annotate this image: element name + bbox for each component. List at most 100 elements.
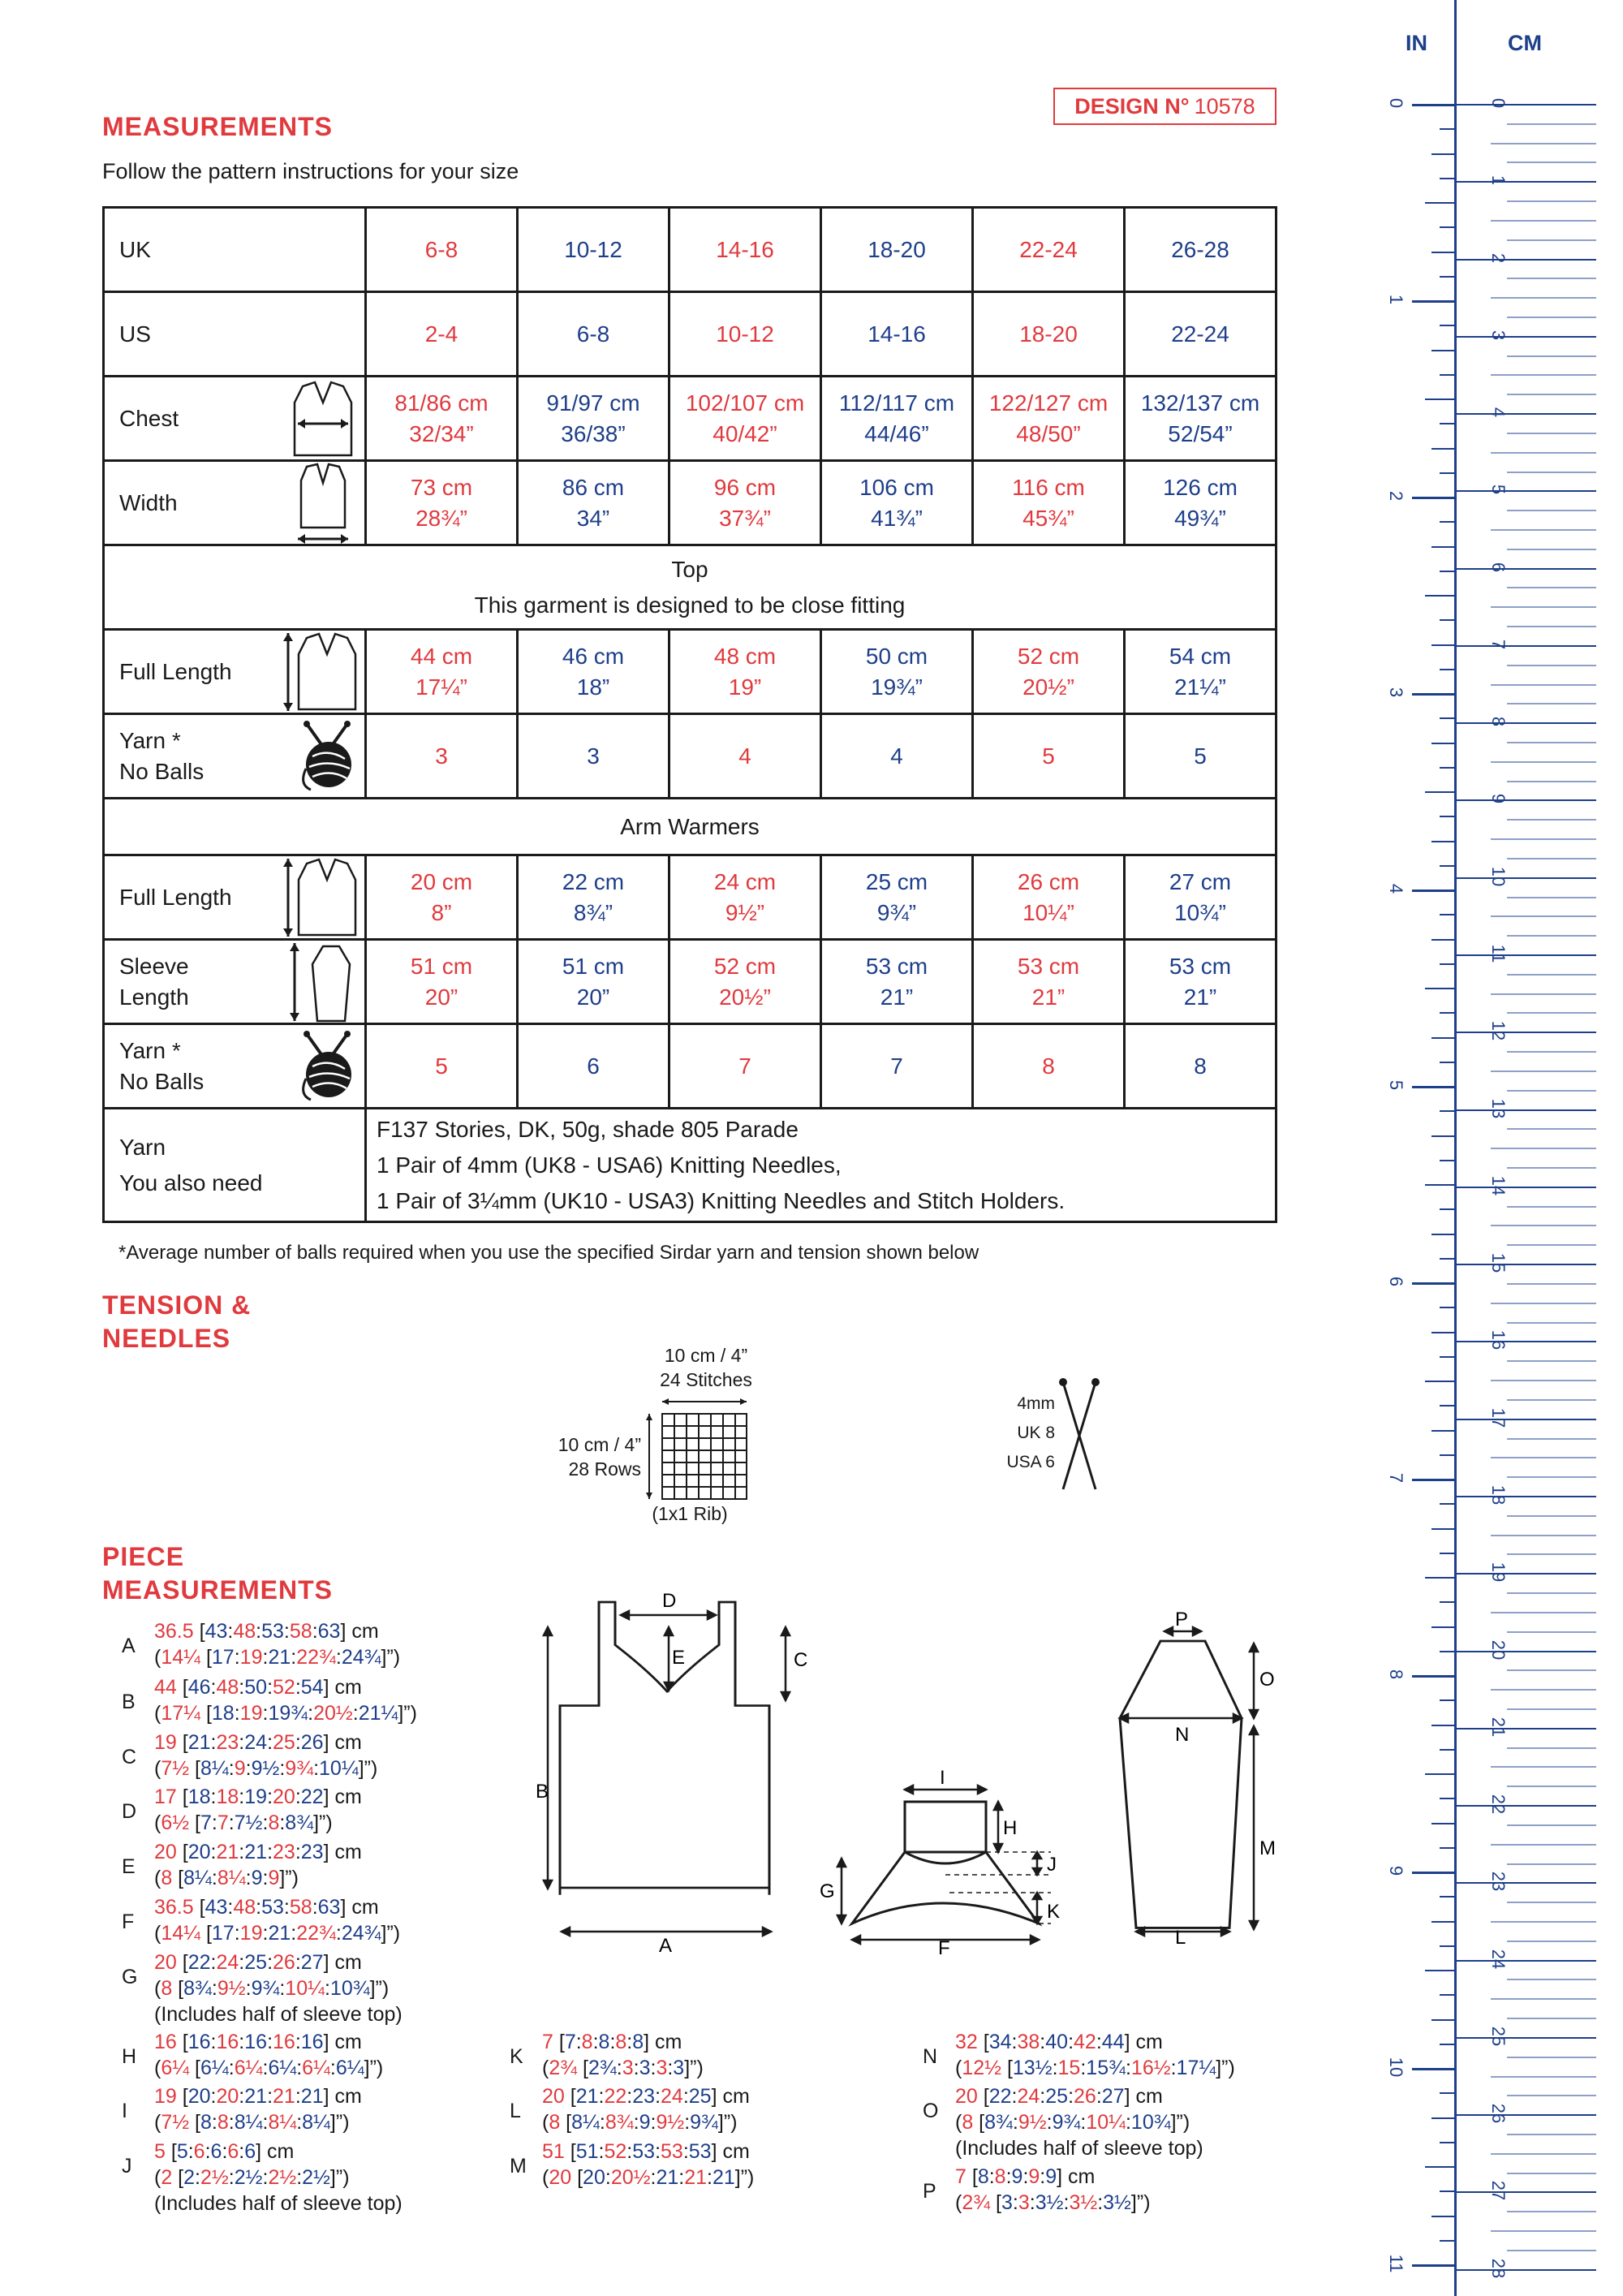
ruler-cm-tick xyxy=(1457,258,1596,261)
ruler-inch-tick xyxy=(1425,1577,1454,1579)
ruler-cm-tick xyxy=(1491,2230,1596,2233)
ruler-inch-tick xyxy=(1425,398,1454,400)
ruler-inch-tick xyxy=(1440,963,1454,965)
diagram-label-j: J xyxy=(1047,1854,1057,1876)
width-cell: 96 cm 37¾” xyxy=(668,459,822,546)
ruler-cm-tick xyxy=(1507,896,1596,898)
ruler-cm-label: 23 xyxy=(1488,1872,1509,1892)
ruler-cm-label: 3 xyxy=(1488,330,1509,340)
ruler-inch-tick xyxy=(1431,2215,1454,2217)
ruler-cm-tick xyxy=(1507,1902,1596,1904)
top-length-cell: 46 cm 18” xyxy=(516,628,670,715)
ruler-inch-tick xyxy=(1431,644,1454,646)
ruler-cm-tick xyxy=(1491,1225,1596,1227)
ruler-inch-label: 11 xyxy=(1386,2254,1406,2273)
ruler-inch-tick xyxy=(1440,1896,1454,1898)
yarn-value: F137 Stories, DK, 50g, shade 805 Parade xyxy=(377,1116,799,1142)
ruler-cm-tick xyxy=(1491,374,1596,377)
ruler-cm-tick xyxy=(1457,1959,1596,1962)
piece-letter: B xyxy=(122,1691,136,1713)
subtitle: Follow the pattern instructions for your… xyxy=(102,159,519,183)
ruler-inch-tick xyxy=(1431,1920,1454,1923)
ruler-cm-tick xyxy=(1491,606,1596,609)
ruler-cm-tick xyxy=(1457,1573,1596,1575)
chest-label-cell: Chest xyxy=(102,375,367,462)
ruler-cm-tick xyxy=(1507,471,1596,473)
knitting-needles-icon xyxy=(1059,1378,1100,1490)
ruler-inch-label: 2 xyxy=(1386,490,1406,502)
diagram-label-m: M xyxy=(1259,1837,1276,1859)
arm-length-cell: 20 cm 8” xyxy=(364,854,519,941)
ruler-cm-tick xyxy=(1491,1766,1596,1768)
sleeve-label-cell: Sleeve Length xyxy=(102,938,367,1025)
ruler-cm-tick xyxy=(1507,1863,1596,1865)
ruler-cm-tick xyxy=(1507,2133,1596,2135)
ruler-cm-tick xyxy=(1507,239,1596,241)
ruler-cm-label: 24 xyxy=(1488,1949,1509,1969)
sleeve-cell: 53 cm 21” xyxy=(820,938,974,1025)
piece-measure-e: E 20 [20:21:21:23:23] cm (8 [8¼:8¼:9:9]”) xyxy=(122,1841,362,1889)
ruler-cm-tick xyxy=(1507,1553,1596,1556)
ruler-cm-tick xyxy=(1457,181,1596,183)
ruler-inch-tick xyxy=(1440,1355,1454,1358)
ruler-inch-tick xyxy=(1440,128,1454,131)
arm-yarn-cell: 5 xyxy=(364,1023,519,1109)
ruler-cm-label: 12 xyxy=(1488,1021,1509,1041)
arm-yarn-cell: 6 xyxy=(516,1023,670,1109)
sleeve-label: Sleeve xyxy=(119,953,189,979)
ruler-cm-tick xyxy=(1457,799,1596,802)
top-yarn-cell: 4 xyxy=(820,713,974,799)
arm-yarn-cell: 7 xyxy=(820,1023,974,1109)
row-top-title: Top This garment is designed to be close … xyxy=(102,544,1277,631)
piece-measure-a: A 36.5 [43:48:53:58:63] cm (14¼ [17:19:21:… xyxy=(122,1620,401,1669)
ruler-inch-tick xyxy=(1431,153,1454,155)
ruler-cm-tick xyxy=(1457,1264,1596,1266)
ruler-in-label: IN xyxy=(1406,31,1427,55)
ruler-cm-tick xyxy=(1507,1205,1596,1208)
diagram-label-o: O xyxy=(1259,1669,1275,1691)
piece-measure-g: G 20 [22:24:25:26:27] cm (8 [8¾:9½:9¾:10¼:… xyxy=(122,1951,403,2026)
width-label-cell: Width xyxy=(102,459,367,546)
ruler-cm-tick xyxy=(1507,935,1596,937)
ruler-inch-tick xyxy=(1440,1601,1454,1604)
row-top-yarn: Yarn * No Balls 3 3 4 4 5 5 xyxy=(102,713,1277,799)
row-top-length: Full Length 44 cm 17¼” 46 cm 18” 48 cm 19” … xyxy=(102,628,1277,715)
uk-cell: 18-20 xyxy=(820,206,974,293)
ruler-cm-tick xyxy=(1457,1186,1596,1188)
ruler-inch-tick xyxy=(1440,2141,1454,2143)
ruler-cm-tick xyxy=(1507,780,1596,782)
ruler-cm-tick xyxy=(1507,1089,1596,1092)
ruler-inch-tick xyxy=(1440,2239,1454,2242)
ruler-inch-label: 7 xyxy=(1386,1472,1406,1484)
ruler-inch-tick xyxy=(1440,1159,1454,1161)
needles-1: 1 Pair of 4mm (UK8 - USA6) Knitting Need… xyxy=(377,1152,842,1178)
diagram-label-b: B xyxy=(536,1781,549,1803)
ruler-inch-tick xyxy=(1412,693,1454,696)
ruler-inch-tick xyxy=(1440,717,1454,720)
ruler-inch-tick xyxy=(1440,275,1454,278)
arm-length-cell: 25 cm 9¾” xyxy=(820,854,974,941)
ruler-inch-tick xyxy=(1431,2117,1454,2119)
top-length-cell: 52 cm 20½” xyxy=(971,628,1126,715)
piece-letter: A xyxy=(122,1635,136,1657)
ruler-inch-label: 1 xyxy=(1386,294,1406,305)
ruler-cm-tick xyxy=(1507,432,1596,434)
yarn-label: Yarn * xyxy=(119,727,181,753)
ruler-inch-tick xyxy=(1440,1110,1454,1113)
ruler-inch-tick xyxy=(1412,1282,1454,1285)
tension-stitch-label: 10 cm / 4” 24 Stitches xyxy=(660,1345,752,1390)
tension-row-label: 10 cm / 4” 28 Rows xyxy=(558,1434,641,1480)
ruler-cm-tick xyxy=(1457,2114,1596,2117)
diagram-label-a: A xyxy=(659,1935,672,1952)
ruler-inch-tick xyxy=(1440,2190,1454,2193)
ruler-cm-label: 0 xyxy=(1488,97,1509,109)
ruler-inch-tick xyxy=(1440,766,1454,769)
sleeve-cell: 53 cm 21” xyxy=(1123,938,1277,1025)
width-garment-icon xyxy=(298,463,348,544)
length-garment-icon xyxy=(283,631,357,711)
ruler-cm-tick xyxy=(1507,1630,1596,1633)
ruler-inch-tick xyxy=(1431,938,1454,941)
ruler-cm-tick xyxy=(1507,819,1596,821)
ruler-inch-tick xyxy=(1412,1479,1454,1481)
ruler-cm-tick xyxy=(1457,1341,1596,1343)
